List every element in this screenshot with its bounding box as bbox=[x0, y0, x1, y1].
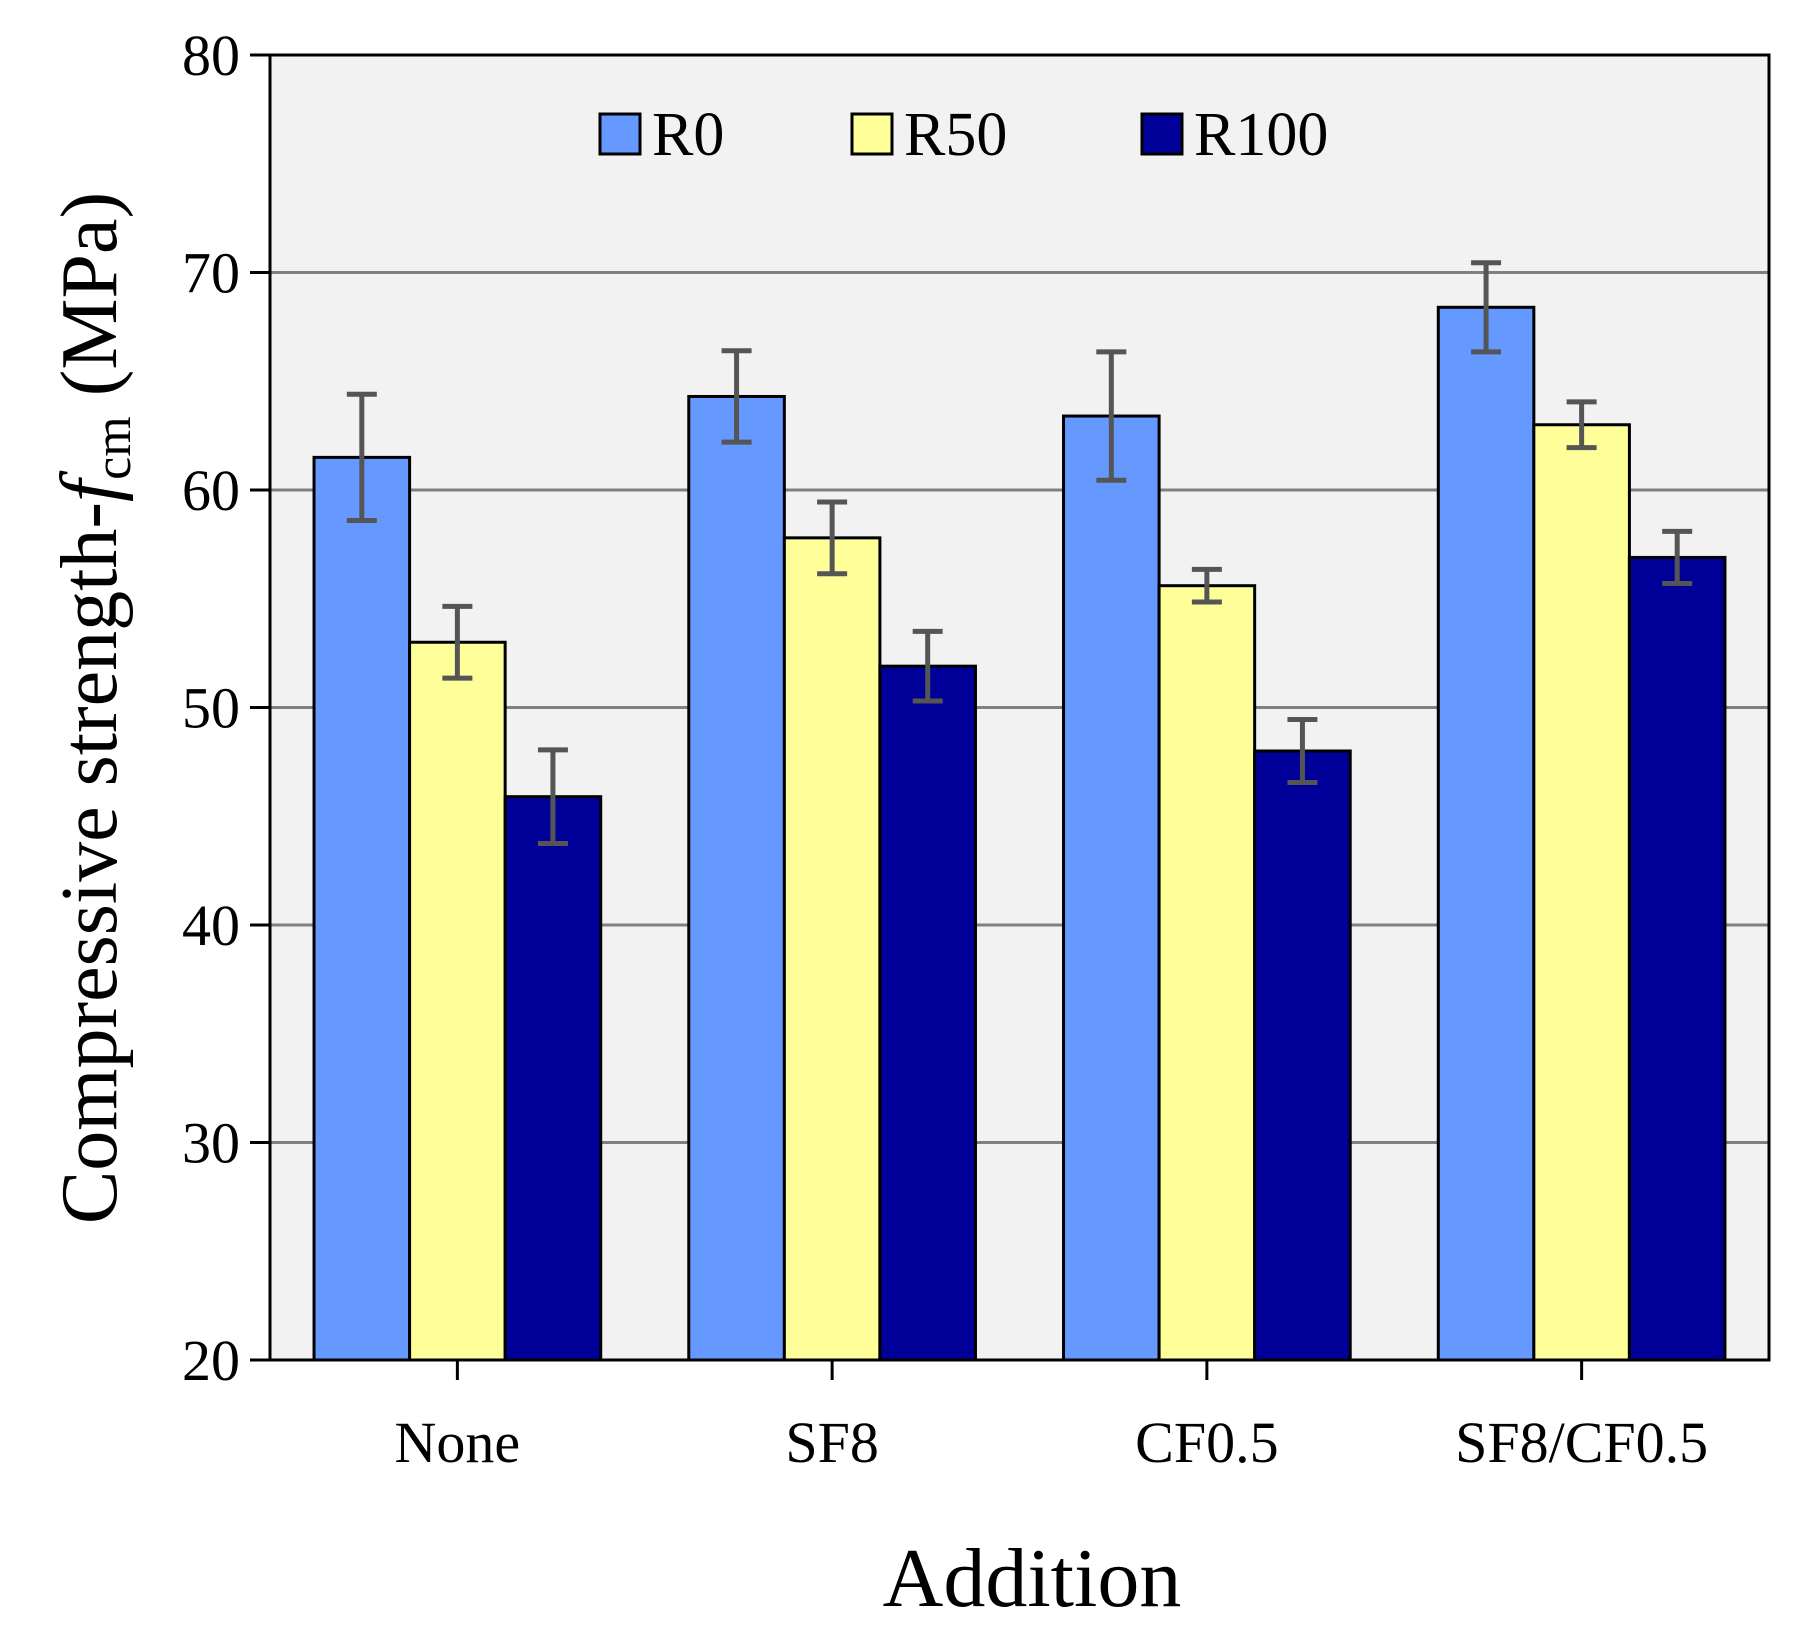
bar bbox=[1436, 305, 1536, 1362]
y-tick-label: 30 bbox=[182, 1111, 240, 1176]
legend-label: R100 bbox=[1194, 101, 1328, 169]
x-tick-label: CF0.5 bbox=[1135, 1410, 1278, 1475]
legend-swatch bbox=[1140, 112, 1184, 156]
legend: R0 R50 R100 bbox=[598, 101, 1328, 169]
bar bbox=[1062, 414, 1161, 1362]
y-tick-label: 20 bbox=[182, 1328, 240, 1393]
x-tick-label: None bbox=[395, 1410, 521, 1475]
y-tick-label: 80 bbox=[182, 23, 240, 88]
y-tick-label: 60 bbox=[182, 458, 240, 523]
error-bar-group bbox=[346, 260, 1693, 846]
x-tick-label: SF8 bbox=[785, 1410, 879, 1475]
bar bbox=[1532, 423, 1631, 1362]
y-tick-label: 40 bbox=[182, 893, 240, 958]
bar bbox=[503, 795, 603, 1362]
bar bbox=[1253, 749, 1352, 1362]
y-tick-label: 70 bbox=[182, 241, 240, 306]
y-axis-label: Compressive strength-fcm (MPa) bbox=[46, 192, 142, 1224]
bar bbox=[878, 664, 977, 1362]
axes: 20 30 40 50 60 70 80 None SF8 CF0.5 SF8/CF0.5 bbox=[182, 23, 1708, 1475]
x-axis-label: Addition bbox=[883, 1532, 1182, 1625]
legend-swatch bbox=[850, 112, 894, 156]
bar bbox=[312, 455, 412, 1362]
legend-swatch bbox=[598, 112, 642, 156]
legend-label: R50 bbox=[904, 101, 1007, 169]
x-tick-label: SF8/CF0.5 bbox=[1455, 1410, 1708, 1475]
bar bbox=[782, 536, 882, 1362]
bar bbox=[1157, 584, 1257, 1362]
bar bbox=[687, 394, 786, 1362]
bar bbox=[1627, 555, 1727, 1362]
y-tick-label: 50 bbox=[182, 676, 240, 741]
bar-series-group bbox=[312, 305, 1727, 1362]
bar bbox=[408, 640, 507, 1362]
legend-label: R0 bbox=[652, 101, 724, 169]
